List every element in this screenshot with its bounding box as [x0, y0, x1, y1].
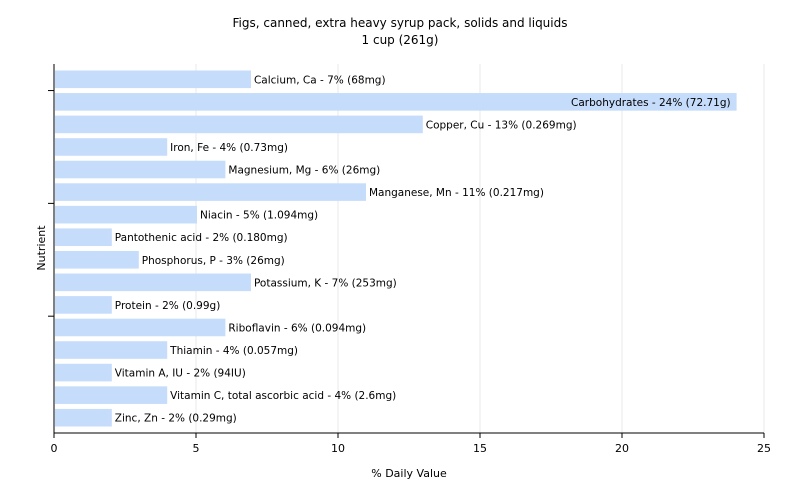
x-tick-label: 0: [51, 442, 58, 455]
bar-label: Niacin - 5% (1.094mg): [200, 210, 318, 222]
bar-label: Pantothenic acid - 2% (0.180mg): [115, 232, 288, 244]
bar-label: Phosphorus, P - 3% (26mg): [142, 255, 285, 267]
bar-label: Manganese, Mn - 11% (0.217mg): [369, 187, 544, 199]
bar: [55, 205, 197, 224]
bar-label: Magnesium, Mg - 6% (26mg): [228, 165, 380, 177]
bar: [55, 386, 168, 404]
chart-title: Figs, canned, extra heavy syrup pack, so…: [233, 16, 568, 30]
x-axis-label: % Daily Value: [371, 467, 447, 480]
bar-label: Zinc, Zn - 2% (0.29mg): [115, 413, 237, 425]
bar: [55, 250, 139, 269]
x-tick-label: 10: [331, 442, 345, 455]
bar: [55, 93, 737, 111]
bar-label: Potassium, K - 7% (253mg): [254, 277, 397, 289]
bar-label: Copper, Cu - 13% (0.269mg): [426, 119, 577, 131]
bar: [55, 138, 168, 156]
y-axis-label: Nutrient: [35, 225, 48, 271]
bar-label: Protein - 2% (0.99g): [115, 300, 221, 312]
bar-label: Iron, Fe - 4% (0.73mg): [170, 142, 288, 154]
bar: [55, 318, 226, 337]
bar: [55, 183, 366, 201]
x-tick-label: 5: [193, 442, 200, 455]
x-tick-label: 15: [473, 442, 487, 455]
bar-label: Riboflavin - 6% (0.094mg): [228, 322, 366, 334]
bar: [55, 341, 168, 359]
bar-label: Thiamin - 4% (0.057mg): [169, 345, 298, 357]
bar-label: Carbohydrates - 24% (72.71g): [571, 97, 731, 109]
x-tick-label: 20: [615, 442, 629, 455]
bar: [55, 115, 423, 134]
bar: [55, 70, 251, 89]
bar-label: Vitamin C, total ascorbic acid - 4% (2.6…: [170, 390, 396, 402]
axes: [48, 64, 764, 434]
bar: [55, 296, 112, 314]
bar-label: Calcium, Ca - 7% (68mg): [254, 74, 386, 86]
bar: [55, 408, 112, 427]
bar-label: Vitamin A, IU - 2% (94IU): [115, 368, 246, 380]
chart-subtitle: 1 cup (261g): [362, 33, 439, 47]
bar: [55, 273, 251, 292]
bar: [55, 228, 112, 247]
x-tick-label: 25: [757, 442, 771, 455]
x-ticks: 0 5 10 15 20 25: [51, 433, 771, 455]
bar: [55, 160, 226, 179]
bars: Calcium, Ca - 7% (68mg) Carbohydrates - 2…: [55, 70, 737, 427]
bar: [55, 363, 112, 382]
